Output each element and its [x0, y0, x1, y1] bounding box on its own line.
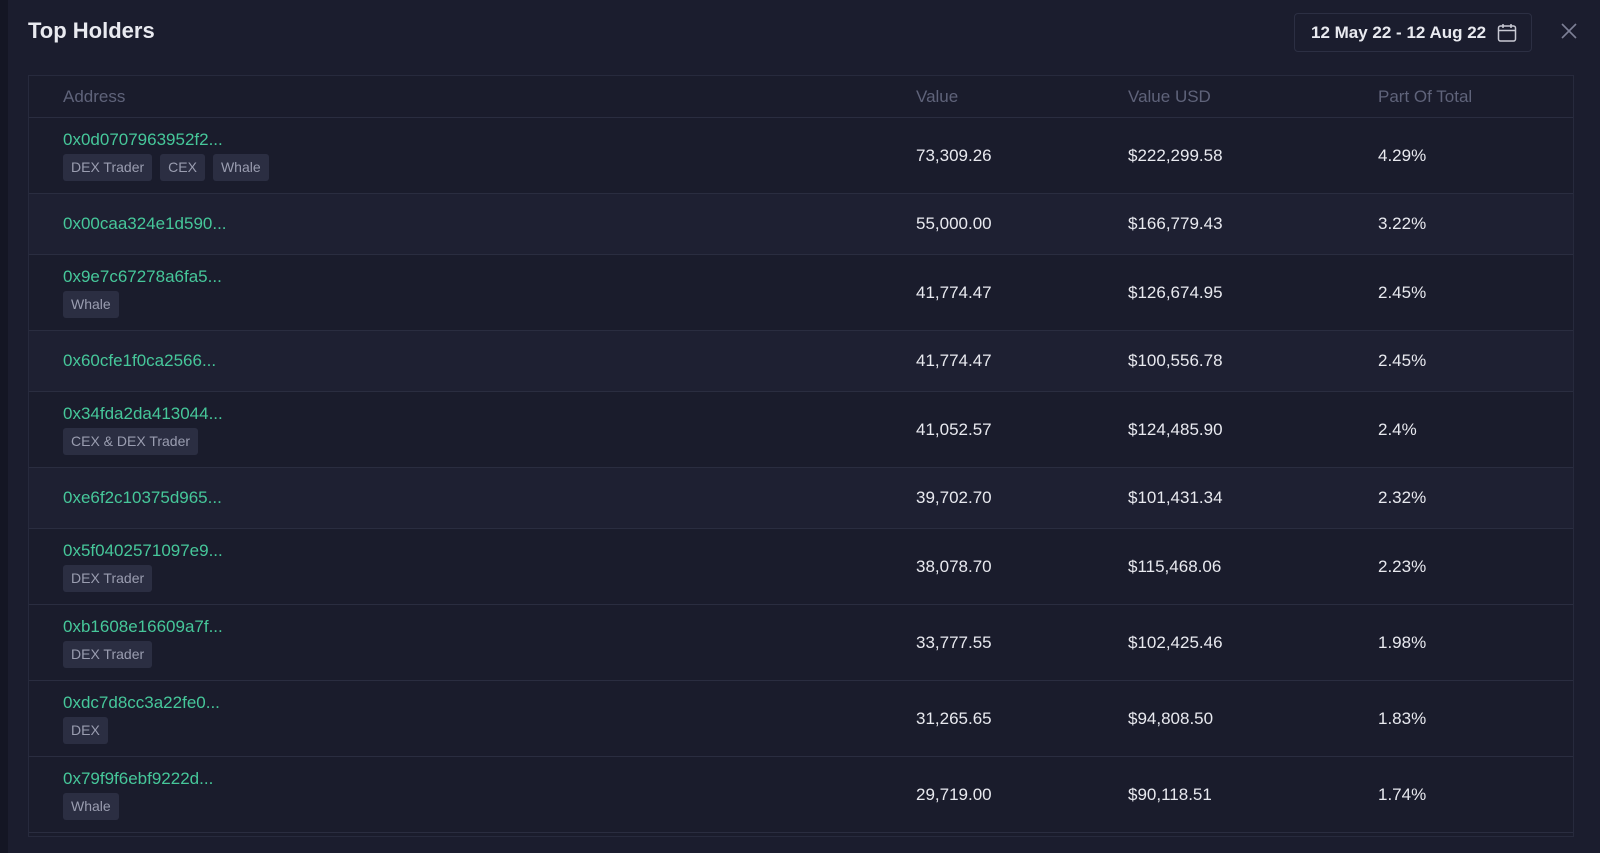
part-of-total-cell: 3.22%	[1378, 193, 1573, 255]
tag-list: DEX Trader	[63, 641, 916, 668]
value-cell: 39,702.70	[916, 467, 1128, 529]
part-of-total-cell: 2.45%	[1378, 330, 1573, 392]
address-cell: 0xdc7d8cc3a22fe0... DEX	[29, 680, 916, 757]
address-cell: 0x79f9f6ebf9222d... Whale	[29, 756, 916, 833]
value-usd-cell: $90,118.51	[1128, 756, 1378, 833]
address-cell: 0x34fda2da413044... CEX & DEX Trader	[29, 391, 916, 468]
tag-list: DEX Trader CEX Whale	[63, 154, 916, 181]
value-usd-cell: $101,431.34	[1128, 467, 1378, 529]
holder-tag: DEX	[63, 717, 108, 744]
address-link[interactable]: 0xb1608e16609a7f...	[63, 617, 223, 636]
address-link[interactable]: 0x00caa324e1d590...	[63, 214, 227, 233]
modal-title: Top Holders	[28, 18, 155, 43]
table-row[interactable]: 0x00caa324e1d590... 55,000.00 $166,779.43 3…	[29, 193, 1573, 255]
value-usd-cell: $126,674.95	[1128, 254, 1378, 331]
table-row[interactable]: 0x9e7c67278a6fa5... Whale 41,774.47 $126,67…	[29, 254, 1573, 331]
address-cell: 0xb1608e16609a7f... DEX Trader	[29, 604, 916, 681]
value-usd-cell: $102,425.46	[1128, 604, 1378, 681]
tag-list: DEX	[63, 717, 916, 744]
holders-table: Address Value Value USD Part Of Total 0x…	[29, 76, 1573, 833]
holder-tag: Whale	[212, 154, 269, 181]
part-of-total-cell: 2.23%	[1378, 528, 1573, 605]
table-row[interactable]: 0x79f9f6ebf9222d... Whale 29,719.00 $90,118…	[29, 756, 1573, 833]
holder-tag: CEX & DEX Trader	[63, 428, 199, 455]
value-usd-cell: $124,485.90	[1128, 391, 1378, 468]
header-part-of-total[interactable]: Part Of Total	[1378, 76, 1573, 118]
value-usd-cell: $166,779.43	[1128, 193, 1378, 255]
value-usd-cell: $100,556.78	[1128, 330, 1378, 392]
table-row[interactable]: 0xdc7d8cc3a22fe0... DEX 31,265.65 $94,808.5…	[29, 680, 1573, 757]
holders-table-container: Address Value Value USD Part Of Total 0x…	[28, 75, 1574, 837]
holder-tag: CEX	[160, 154, 205, 181]
address-link[interactable]: 0x79f9f6ebf9222d...	[63, 769, 214, 788]
address-cell: 0xe6f2c10375d965...	[29, 467, 916, 529]
value-cell: 29,719.00	[916, 756, 1128, 833]
holder-tag: DEX Trader	[63, 641, 153, 668]
address-cell: 0x00caa324e1d590...	[29, 193, 916, 255]
holder-tag: DEX Trader	[63, 154, 153, 181]
address-cell: 0x9e7c67278a6fa5... Whale	[29, 254, 916, 331]
header-value-usd[interactable]: Value USD	[1128, 76, 1378, 118]
part-of-total-cell: 2.45%	[1378, 254, 1573, 331]
holder-tag: DEX Trader	[63, 565, 153, 592]
value-cell: 33,777.55	[916, 604, 1128, 681]
address-link[interactable]: 0x34fda2da413044...	[63, 404, 223, 423]
tag-list: DEX Trader	[63, 565, 916, 592]
calendar-icon	[1497, 24, 1517, 42]
value-usd-cell: $94,808.50	[1128, 680, 1378, 757]
address-link[interactable]: 0x60cfe1f0ca2566...	[63, 351, 217, 370]
value-cell: 41,774.47	[916, 254, 1128, 331]
value-cell: 41,052.57	[916, 391, 1128, 468]
value-usd-cell: $115,468.06	[1128, 528, 1378, 605]
close-icon[interactable]	[1560, 22, 1578, 40]
table-row[interactable]: 0x0d0707963952f2... DEX Trader CEX Whale 73,…	[29, 117, 1573, 194]
table-row[interactable]: 0x60cfe1f0ca2566... 41,774.47 $100,556.78 2…	[29, 330, 1573, 392]
address-cell: 0x0d0707963952f2... DEX Trader CEX Whale	[29, 117, 916, 194]
tag-list: Whale	[63, 793, 916, 820]
tag-list: CEX & DEX Trader	[63, 428, 916, 455]
header-value[interactable]: Value	[916, 76, 1128, 118]
address-cell: 0x5f0402571097e9... DEX Trader	[29, 528, 916, 605]
address-link[interactable]: 0xe6f2c10375d965...	[63, 488, 222, 507]
value-cell: 55,000.00	[916, 193, 1128, 255]
part-of-total-cell: 4.29%	[1378, 117, 1573, 194]
address-cell: 0x60cfe1f0ca2566...	[29, 330, 916, 392]
header-address[interactable]: Address	[29, 76, 916, 118]
part-of-total-cell: 2.4%	[1378, 391, 1573, 468]
address-link[interactable]: 0x9e7c67278a6fa5...	[63, 267, 222, 286]
part-of-total-cell: 2.32%	[1378, 467, 1573, 529]
table-row[interactable]: 0xe6f2c10375d965... 39,702.70 $101,431.34 2…	[29, 467, 1573, 529]
value-cell: 41,774.47	[916, 330, 1128, 392]
holder-tag: Whale	[63, 793, 119, 820]
table-row[interactable]: 0x5f0402571097e9... DEX Trader 38,078.70 $1…	[29, 528, 1573, 605]
table-body: 0x0d0707963952f2... DEX Trader CEX Whale 73,…	[29, 117, 1573, 833]
value-cell: 38,078.70	[916, 528, 1128, 605]
value-cell: 31,265.65	[916, 680, 1128, 757]
part-of-total-cell: 1.98%	[1378, 604, 1573, 681]
table-row[interactable]: 0xb1608e16609a7f... DEX Trader 33,777.55 $1…	[29, 604, 1573, 681]
value-cell: 73,309.26	[916, 117, 1128, 194]
date-range-label: 12 May 22 - 12 Aug 22	[1311, 22, 1487, 42]
address-link[interactable]: 0xdc7d8cc3a22fe0...	[63, 693, 220, 712]
table-row[interactable]: 0x34fda2da413044... CEX & DEX Trader 41,05…	[29, 391, 1573, 468]
part-of-total-cell: 1.83%	[1378, 680, 1573, 757]
tag-list: Whale	[63, 291, 916, 318]
address-link[interactable]: 0x0d0707963952f2...	[63, 130, 223, 149]
table-header-row: Address Value Value USD Part Of Total	[29, 76, 1573, 118]
holder-tag: Whale	[63, 291, 119, 318]
top-holders-modal: Top Holders 12 May 22 - 12 Aug 22 Addres…	[8, 0, 1600, 853]
date-range-picker[interactable]: 12 May 22 - 12 Aug 22	[1294, 13, 1532, 52]
value-usd-cell: $222,299.58	[1128, 117, 1378, 194]
part-of-total-cell: 1.74%	[1378, 756, 1573, 833]
address-link[interactable]: 0x5f0402571097e9...	[63, 541, 223, 560]
